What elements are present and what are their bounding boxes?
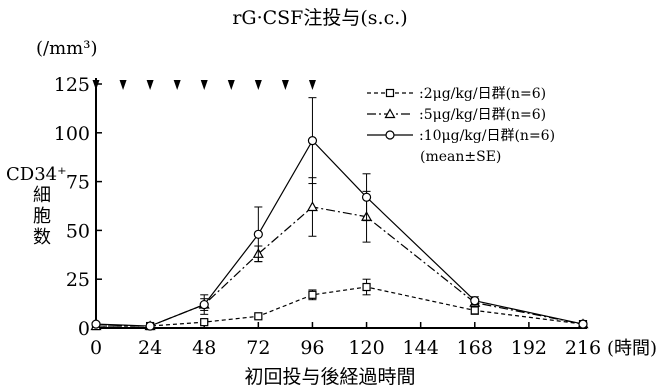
y-tick-label: 100: [54, 123, 90, 145]
dosing-marker: [119, 80, 127, 90]
y-tick-label: 25: [66, 269, 90, 291]
series-square: [91, 278, 588, 331]
y-axis-label-char: 胞: [33, 206, 51, 227]
data-point: [199, 299, 209, 310]
data-point: [307, 136, 318, 146]
series-layer: [90, 97, 589, 331]
chart-title: rG·CSF注投与(s.c.): [232, 7, 407, 29]
dosing-marker: [92, 80, 100, 90]
data-point: [308, 290, 317, 299]
data-point: [385, 130, 395, 140]
x-tick-label: 96: [300, 337, 324, 359]
x-tick-label: 144: [403, 337, 439, 359]
data-point: [200, 318, 209, 327]
data-point: [306, 201, 318, 212]
dosing-marker: [281, 80, 289, 90]
dosing-marker: [254, 80, 262, 90]
data-point: [253, 229, 263, 239]
y-axis-label-char: 細: [33, 185, 51, 206]
x-axis-label: 初回投与後経過時間: [244, 366, 415, 388]
y-tick-label: 0: [78, 318, 90, 340]
data-point: [384, 108, 396, 119]
dosing-marker: [173, 80, 181, 90]
data-point: [361, 192, 372, 202]
data-point: [385, 88, 395, 98]
legend-label: :2μg/kg/日群(n=6): [419, 86, 546, 102]
series-circle: [91, 97, 588, 331]
data-point: [470, 306, 479, 315]
data-point: [254, 312, 263, 321]
y-tick-label: 75: [66, 172, 90, 194]
legend-label: :10μg/kg/日群(n=6): [419, 128, 555, 144]
data-point: [362, 282, 371, 292]
legend: :2μg/kg/日群(n=6) :5μg/kg/日群(n=6) :10μg/kg/日…: [367, 86, 555, 165]
x-tick-label: 168: [457, 337, 493, 359]
data-point: [91, 319, 101, 329]
y-axis-label-line: CD34⁺: [6, 164, 67, 185]
x-tick-label: 216: [565, 337, 601, 359]
x-tick-label: 120: [348, 337, 384, 359]
dosing-marker: [146, 80, 154, 90]
axes: 0 24 48 72 96 120 144 168 192 216 (時間) 0 25 50 75 100 12…: [54, 74, 657, 359]
y-axis-label-char: 数: [33, 227, 51, 248]
x-axis-unit: (時間): [607, 338, 657, 359]
plot-area: 0 24 48 72 96 120 144 168 192 216 (時間) 0 25 50 75 100 12…: [54, 74, 657, 359]
y-axis-unit: (/mm³): [36, 38, 97, 59]
data-point: [578, 319, 588, 329]
series-line: [96, 286, 584, 327]
series-triangle: [90, 177, 589, 331]
data-point: [145, 321, 155, 331]
x-tick-label: 0: [90, 337, 102, 359]
x-tick-label: 48: [192, 337, 216, 359]
legend-note: (mean±SE): [420, 149, 501, 165]
data-point: [470, 296, 480, 306]
series-line: [95, 139, 584, 327]
legend-label: :5μg/kg/日群(n=6): [419, 107, 546, 123]
dosing-marker: [308, 80, 316, 90]
x-tick-label: 72: [246, 337, 270, 359]
dosing-marker: [227, 80, 235, 90]
x-tick-label: 24: [138, 337, 162, 359]
dosing-marker: [200, 80, 208, 90]
y-tick-label: 125: [54, 74, 90, 96]
y-axis-label: CD34⁺細胞数: [6, 164, 67, 248]
y-tick-label: 50: [66, 220, 90, 242]
dosing-markers: [92, 80, 316, 90]
x-tick-label: 192: [511, 337, 547, 359]
